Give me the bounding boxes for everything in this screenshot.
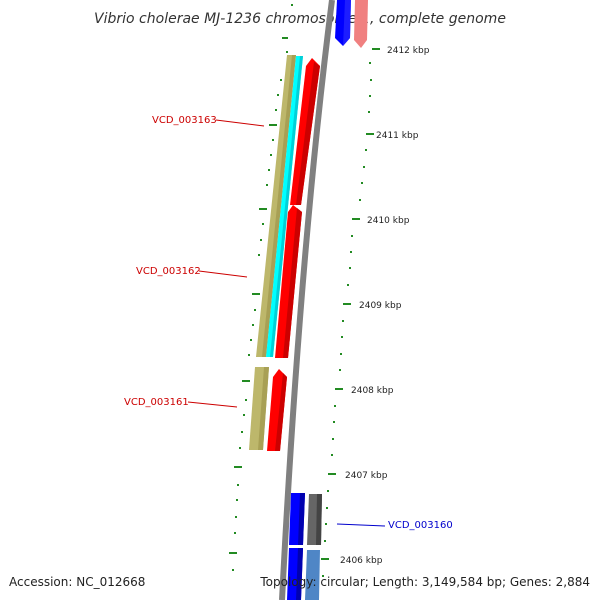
accession-text: Accession: NC_012668 — [9, 575, 145, 589]
scale-label: 2408 kbp — [351, 386, 394, 396]
scale-label: 2407 kbp — [345, 471, 388, 481]
gray-feature-lower — [305, 494, 322, 600]
label-leaders — [187, 119, 386, 527]
gene-label-vcd-003161[interactable]: VCD_003161 — [124, 397, 189, 408]
forward-cds-vcd-003162 — [275, 205, 302, 358]
scale-label: 2406 kbp — [340, 556, 383, 566]
gene-label-vcd-003163[interactable]: VCD_003163 — [152, 115, 217, 126]
map-title: Vibrio cholerae MJ-1236 chromosome 1, co… — [94, 11, 506, 27]
scale-label: 2412 kbp — [387, 46, 430, 56]
scale-label: 2409 kbp — [359, 301, 402, 311]
khaki-feature-lower — [249, 367, 269, 450]
topology-text: Topology: circular; Length: 3,149,584 bp… — [259, 575, 590, 589]
chromosome-backbone — [279, 0, 335, 600]
gene-label-vcd-003162[interactable]: VCD_003162 — [136, 266, 201, 277]
forward-cds-vcd-003161 — [267, 369, 287, 451]
scale-label: 2410 kbp — [367, 216, 410, 226]
scale-label: 2411 kbp — [376, 131, 419, 141]
gene-label-vcd-003160[interactable]: VCD_003160 — [388, 520, 453, 531]
forward-cds-vcd-003163 — [290, 58, 320, 205]
scale-labels: 2412 kbp 2411 kbp 2410 kbp 2409 kbp 2408… — [340, 46, 430, 566]
forward-cds-top-faded — [354, 0, 368, 48]
khaki-feature-upper — [256, 55, 296, 357]
reverse-cds-vcd-003160 — [287, 493, 305, 600]
cyan-feature — [266, 56, 303, 357]
inner-tick-ring — [229, 4, 293, 571]
outer-tick-ring — [321, 34, 380, 577]
reverse-cds-top — [335, 0, 351, 46]
